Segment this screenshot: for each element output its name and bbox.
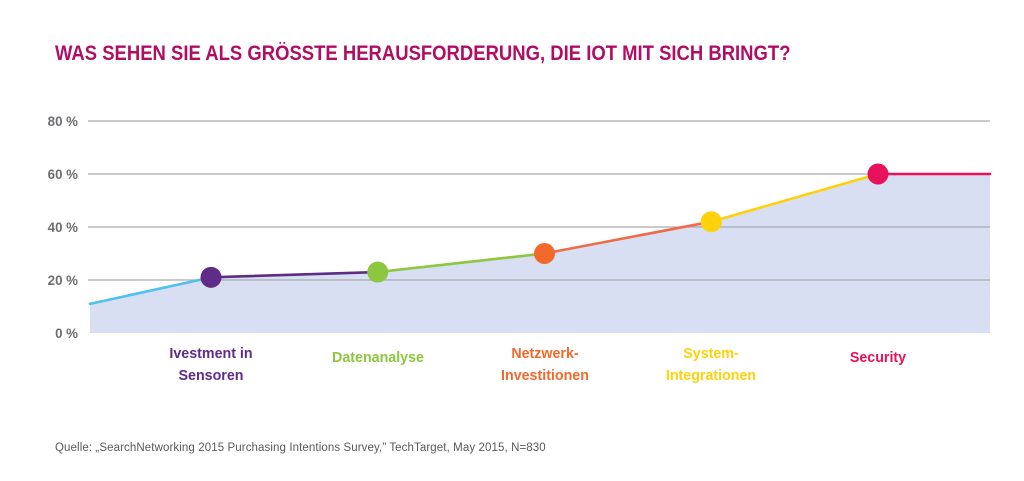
- line-segment-3: [543, 220, 713, 255]
- y-axis-label-40: 40 %: [47, 219, 78, 235]
- line-segment-4: [709, 172, 880, 223]
- x-axis-label-4: System- Integrationen: [666, 345, 757, 384]
- line-segment-2: [376, 252, 546, 274]
- data-point-2: [367, 261, 389, 283]
- y-axis-label-60: 60 %: [47, 166, 78, 182]
- x-axis-label-5: Security: [849, 349, 907, 366]
- series-area-fill: [90, 174, 990, 333]
- data-point-4: [700, 211, 722, 233]
- line-segment-1: [209, 270, 380, 279]
- y-axis-label-80: 80 %: [47, 113, 78, 129]
- x-axis-label-2: Datenanalyse: [331, 349, 424, 366]
- data-point-5: [867, 163, 889, 185]
- chart-title: WAS SEHEN SIE ALS GRÖSSTE HERAUSFORDERUN…: [55, 42, 791, 66]
- data-point-3: [534, 243, 555, 264]
- line-segment-0: [88, 276, 213, 306]
- x-axis-label-3: Netzwerk- Investitionen: [500, 345, 589, 384]
- data-point-1: [200, 266, 222, 288]
- y-axis-label-20: 20 %: [47, 272, 78, 288]
- x-axis-label-1: Ivestment in Sensoren: [169, 345, 253, 384]
- source-citation: Quelle: „SearchNetworking 2015 Purchasin…: [55, 442, 546, 454]
- y-axis-label-0: 0 %: [55, 325, 78, 341]
